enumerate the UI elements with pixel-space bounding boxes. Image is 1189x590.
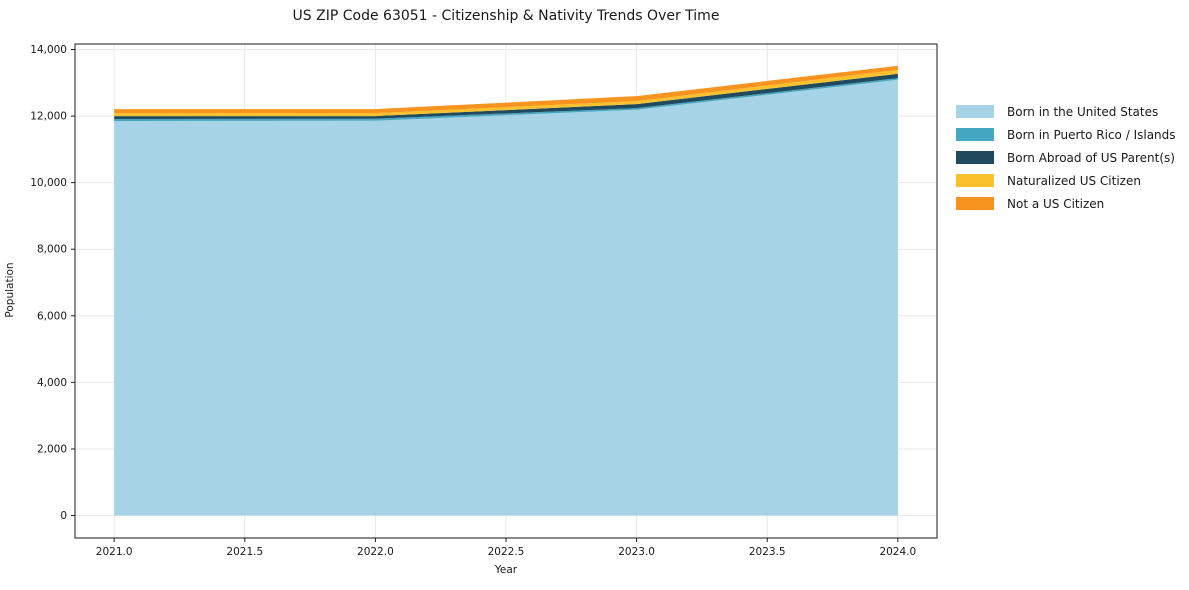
x-tick-label: 2024.0	[879, 546, 916, 558]
y-tick-label: 0	[60, 510, 67, 522]
legend-label: Not a US Citizen	[1007, 196, 1105, 211]
y-tick-label: 14,000	[30, 44, 67, 56]
y-tick-label: 4,000	[37, 377, 67, 389]
legend-swatch-naturalized	[956, 174, 994, 187]
y-tick-label: 10,000	[30, 177, 67, 189]
legend-label: Born in the United States	[1007, 104, 1159, 119]
legend-item: Born Abroad of US Parent(s)	[956, 146, 1176, 169]
y-tick-label: 2,000	[37, 443, 67, 455]
x-tick-label: 2022.5	[488, 546, 525, 558]
legend-swatch-not-citizen	[956, 197, 994, 210]
y-tick-label: 8,000	[37, 244, 67, 256]
y-tick-label: 6,000	[37, 310, 67, 322]
x-axis-label: Year	[494, 564, 518, 576]
legend-swatch-born-pr-islands	[956, 128, 994, 141]
x-tick-label: 2021.0	[96, 546, 133, 558]
y-tick-label: 12,000	[30, 111, 67, 123]
area-series	[114, 79, 898, 516]
x-tick-label: 2023.0	[618, 546, 655, 558]
legend-item: Born in Puerto Rico / Islands	[956, 123, 1176, 146]
chart-title: US ZIP Code 63051 - Citizenship & Nativi…	[292, 8, 720, 24]
legend-swatch-born-us	[956, 105, 994, 118]
area-series	[114, 65, 898, 114]
legend-label: Born Abroad of US Parent(s)	[1007, 150, 1175, 165]
legend-item: Born in the United States	[956, 100, 1176, 123]
x-tick-label: 2022.0	[357, 546, 394, 558]
x-tick-label: 2023.5	[749, 546, 786, 558]
y-axis-label: Population	[4, 262, 16, 318]
x-tick-label: 2021.5	[226, 546, 263, 558]
legend-swatch-born-abroad	[956, 151, 994, 164]
legend-item: Naturalized US Citizen	[956, 169, 1176, 192]
legend-item: Not a US Citizen	[956, 192, 1176, 215]
legend-label: Born in Puerto Rico / Islands	[1007, 127, 1176, 142]
legend: Born in the United States Born in Puerto…	[956, 100, 1176, 215]
legend-label: Naturalized US Citizen	[1007, 173, 1141, 188]
